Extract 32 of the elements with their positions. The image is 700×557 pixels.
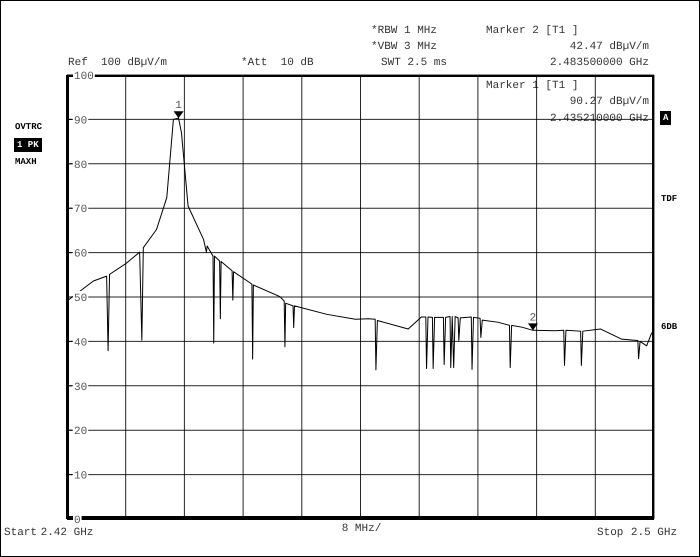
annotation: 1	[175, 100, 182, 112]
y-tick-label: 100	[74, 71, 94, 83]
annotation: 2	[530, 312, 536, 324]
y-tick-label: 60	[74, 248, 88, 261]
y-tick-label: 0	[74, 515, 81, 527]
text: OVTRC	[15, 121, 42, 134]
y-tick-label: 50	[74, 293, 88, 305]
x-tick-label: 2.42 GHz	[40, 526, 94, 539]
y-tick-label: 80	[74, 160, 88, 172]
x-axis-title: 8 MHz/	[340, 523, 382, 535]
text: Marker 2 [T1 ]	[486, 24, 578, 38]
text: SWT 2.5 ms	[381, 56, 448, 70]
text: 42.47 dBµV/m	[570, 40, 649, 54]
text: Start	[4, 526, 38, 540]
y-tick-label: 40	[74, 337, 88, 350]
text: Stop	[597, 526, 624, 540]
text: 1 PK	[14, 138, 42, 152]
y-tick-label: 20	[74, 426, 88, 438]
text: *Att 10 dB	[241, 56, 314, 70]
y-tick-label: 10	[74, 470, 88, 483]
y-tick-label: 70	[74, 204, 88, 216]
text: *VBW 3 MHz	[371, 40, 438, 54]
y-tick-label: 30	[74, 382, 88, 394]
text: MAXH	[15, 156, 37, 169]
y-tick-label: 90	[74, 115, 88, 128]
text: Ref 100 dBµV/m	[68, 56, 168, 70]
text: *RBW 1 MHz	[371, 24, 438, 38]
text: A	[660, 111, 672, 125]
text: 6DB	[661, 321, 678, 334]
text: TDF	[661, 193, 678, 206]
text: 2.483500000 GHz	[550, 56, 649, 70]
x-tick-label: 2.5 GHz	[630, 526, 678, 539]
